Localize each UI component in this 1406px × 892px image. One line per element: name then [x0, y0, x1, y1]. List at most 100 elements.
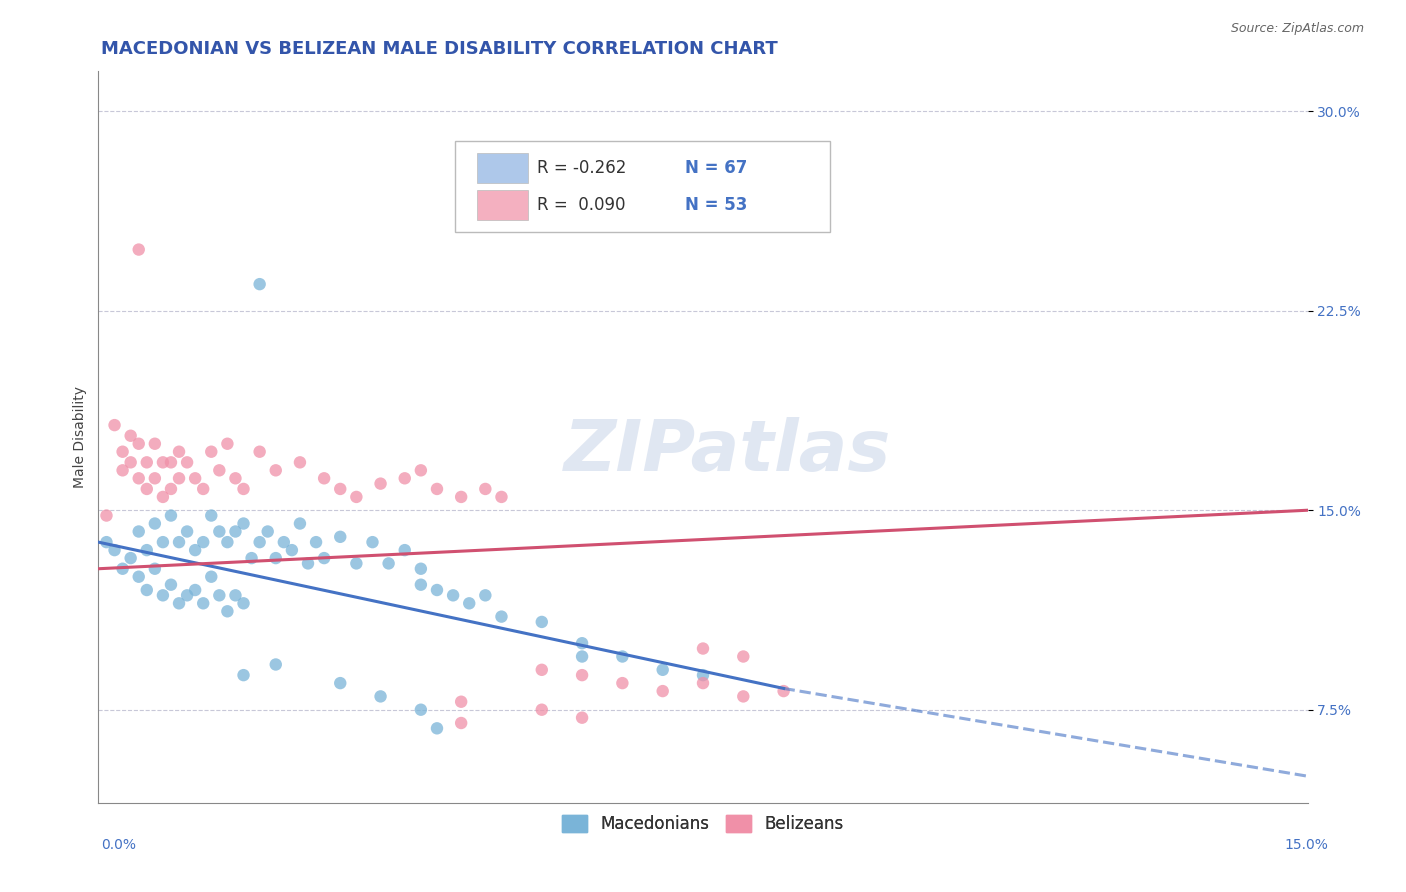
Point	[530, 615, 553, 629]
Point	[176, 588, 198, 602]
Point	[217, 535, 239, 549]
FancyBboxPatch shape	[477, 153, 527, 183]
Point	[409, 577, 432, 591]
Point	[120, 551, 142, 566]
Point	[152, 535, 174, 549]
Point	[143, 516, 166, 531]
Point	[103, 543, 125, 558]
Point	[160, 455, 183, 469]
Point	[273, 535, 295, 549]
Point	[249, 535, 271, 549]
FancyBboxPatch shape	[477, 190, 527, 219]
Point	[193, 596, 215, 610]
Point	[571, 649, 593, 664]
Point	[111, 562, 134, 576]
Point	[120, 455, 142, 469]
Point	[314, 471, 336, 485]
Point	[692, 641, 714, 656]
Point	[143, 436, 166, 450]
Point	[249, 277, 271, 292]
Point	[571, 668, 593, 682]
Point	[240, 551, 263, 566]
Point	[305, 535, 328, 549]
Point	[200, 570, 222, 584]
Point	[96, 535, 118, 549]
Point	[152, 455, 174, 469]
Point	[135, 482, 157, 496]
Point	[474, 588, 496, 602]
Point	[491, 490, 513, 504]
Point	[344, 490, 367, 504]
Point	[128, 471, 150, 485]
Point	[152, 588, 174, 602]
Point	[409, 703, 432, 717]
Point	[232, 668, 254, 682]
Text: ZIPatlas: ZIPatlas	[564, 417, 891, 486]
Point	[450, 695, 472, 709]
Point	[651, 684, 673, 698]
Legend: Macedonians, Belizeans: Macedonians, Belizeans	[555, 808, 851, 839]
Point	[394, 543, 416, 558]
Point	[193, 535, 215, 549]
Point	[281, 543, 304, 558]
Point	[128, 243, 150, 257]
Text: N = 53: N = 53	[685, 196, 747, 214]
Point	[409, 463, 432, 477]
Point	[143, 471, 166, 485]
Point	[208, 524, 231, 539]
Point	[297, 557, 319, 571]
Point	[264, 463, 287, 477]
Point	[370, 690, 392, 704]
Point	[772, 684, 794, 698]
Point	[143, 562, 166, 576]
Point	[441, 588, 464, 602]
Point	[361, 535, 384, 549]
Point	[128, 436, 150, 450]
Point	[111, 444, 134, 458]
Y-axis label: Male Disability: Male Disability	[73, 386, 87, 488]
Point	[176, 524, 198, 539]
Point	[232, 516, 254, 531]
Point	[450, 716, 472, 731]
Point	[329, 482, 352, 496]
Point	[571, 711, 593, 725]
Point	[733, 649, 755, 664]
Point	[208, 463, 231, 477]
Point	[344, 557, 367, 571]
Point	[103, 418, 125, 433]
Point	[167, 444, 190, 458]
Point	[264, 657, 287, 672]
Point	[256, 524, 278, 539]
FancyBboxPatch shape	[456, 141, 830, 232]
Point	[530, 663, 553, 677]
Point	[135, 582, 157, 597]
Point	[160, 482, 183, 496]
Point	[474, 482, 496, 496]
Point	[152, 490, 174, 504]
Text: Source: ZipAtlas.com: Source: ZipAtlas.com	[1230, 22, 1364, 36]
Point	[208, 588, 231, 602]
Point	[224, 471, 246, 485]
Point	[160, 508, 183, 523]
Point	[167, 471, 190, 485]
Point	[530, 703, 553, 717]
Point	[409, 562, 432, 576]
Point	[111, 463, 134, 477]
Point	[288, 455, 311, 469]
Point	[612, 676, 634, 690]
Point	[377, 557, 399, 571]
Text: N = 67: N = 67	[685, 159, 747, 177]
Point	[135, 543, 157, 558]
Point	[571, 636, 593, 650]
Point	[329, 530, 352, 544]
Point	[193, 482, 215, 496]
Point	[184, 543, 207, 558]
Point	[426, 722, 449, 736]
Point	[184, 582, 207, 597]
Point	[217, 436, 239, 450]
Point	[426, 482, 449, 496]
Point	[128, 570, 150, 584]
Point	[426, 582, 449, 597]
Text: 0.0%: 0.0%	[101, 838, 136, 852]
Point	[692, 668, 714, 682]
